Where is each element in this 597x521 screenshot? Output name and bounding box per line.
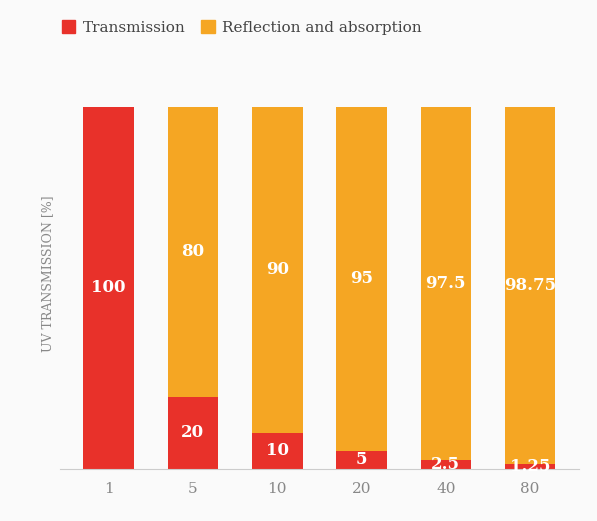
- Text: 90: 90: [266, 262, 289, 278]
- Text: 100: 100: [91, 279, 126, 296]
- Y-axis label: UV TRANSMISSION [%]: UV TRANSMISSION [%]: [41, 195, 54, 352]
- Text: 95: 95: [350, 270, 373, 288]
- Bar: [420, 107, 471, 460]
- Bar: [252, 433, 303, 469]
- Bar: [168, 107, 219, 396]
- Bar: [420, 460, 471, 469]
- Bar: [252, 107, 303, 433]
- Bar: [336, 451, 387, 469]
- Bar: [505, 464, 555, 469]
- Bar: [505, 107, 555, 464]
- Text: 80: 80: [181, 243, 205, 260]
- Bar: [84, 107, 134, 469]
- Text: 10: 10: [266, 442, 289, 460]
- Text: 97.5: 97.5: [426, 275, 466, 292]
- Text: 2.5: 2.5: [432, 456, 460, 473]
- Bar: [336, 107, 387, 451]
- Text: 98.75: 98.75: [504, 277, 556, 294]
- Text: 20: 20: [181, 424, 205, 441]
- Legend: Transmission, Reflection and absorption: Transmission, Reflection and absorption: [57, 16, 426, 39]
- Text: 5: 5: [356, 451, 367, 468]
- Text: 1.25: 1.25: [510, 458, 550, 475]
- Bar: [168, 396, 219, 469]
